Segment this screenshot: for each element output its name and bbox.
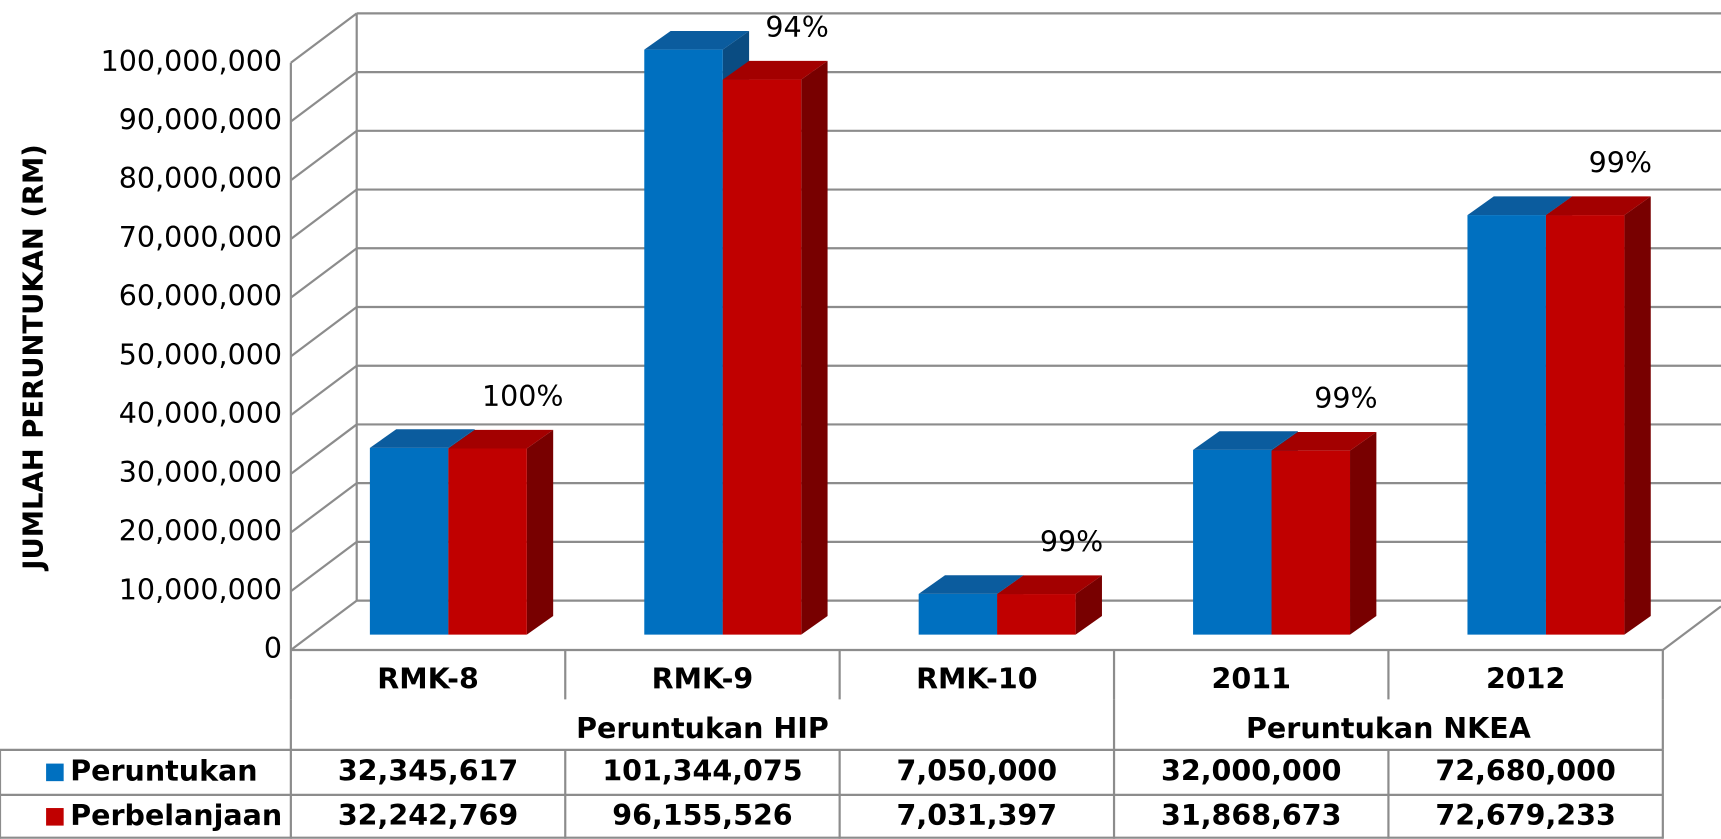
bar-side <box>801 60 828 635</box>
bar-top <box>997 575 1102 595</box>
grid-line-side <box>290 482 358 534</box>
legend-swatch <box>46 808 64 826</box>
grid-line-side <box>290 306 358 358</box>
bar-top <box>369 429 475 448</box>
legend-label: Perbelanjaan <box>70 799 282 832</box>
x-tick-label: 2012 <box>1486 663 1565 696</box>
table-value: 31,868,673 <box>1161 799 1341 832</box>
bar-side <box>1075 575 1102 635</box>
grid-line-side <box>290 364 358 416</box>
bar-top <box>1545 196 1651 216</box>
y-tick-label: 60,000,000 <box>119 280 282 313</box>
y-tick-label: 10,000,000 <box>119 573 282 606</box>
bar-top <box>1193 431 1298 450</box>
bar-top <box>644 30 750 50</box>
bar <box>1467 215 1546 635</box>
grid-line-side <box>290 129 358 182</box>
bar <box>1271 450 1351 635</box>
table-value: 7,050,000 <box>897 754 1058 787</box>
x-tick-label: RMK-9 <box>652 663 754 696</box>
grid-line-side <box>290 541 358 593</box>
percent-label: 99% <box>1589 147 1652 180</box>
grid-line-side <box>290 188 358 240</box>
y-tick-label: 70,000,000 <box>119 221 282 254</box>
percent-label: 99% <box>1314 382 1377 415</box>
bar <box>722 79 802 635</box>
table-value: 72,679,233 <box>1435 799 1615 832</box>
x-tick-label: RMK-10 <box>916 663 1037 696</box>
y-tick-label: 20,000,000 <box>119 515 282 548</box>
bar <box>1193 449 1272 635</box>
bar <box>1545 215 1625 635</box>
grid-line-side <box>290 247 358 299</box>
bar-side <box>1624 196 1651 635</box>
y-tick-label: 90,000,000 <box>119 104 282 137</box>
bar-top <box>918 575 1024 594</box>
y-axis-label: JUMLAH PERUNTUKAN (RM) <box>19 144 50 572</box>
y-tick-label: 100,000,000 <box>101 45 282 78</box>
bar-side <box>526 429 554 635</box>
y-tick-label: 30,000,000 <box>119 456 282 489</box>
percent-label: 94% <box>765 11 828 44</box>
table-value: 32,242,769 <box>338 799 518 832</box>
bar <box>997 594 1076 635</box>
bar <box>448 448 527 635</box>
table-value: 96,155,526 <box>612 799 792 832</box>
bar-top <box>722 60 828 80</box>
grid-line-side <box>290 71 358 123</box>
group-label: Peruntukan HIP <box>576 712 829 745</box>
x-tick-label: RMK-8 <box>377 663 479 696</box>
bar <box>369 447 449 635</box>
grid-line-side <box>290 12 358 64</box>
table-value: 32,000,000 <box>1161 754 1341 787</box>
bar <box>644 49 723 635</box>
grid-line-side <box>290 599 358 651</box>
x-tick-label: 2011 <box>1212 663 1291 696</box>
table-value: 72,680,000 <box>1435 754 1615 787</box>
bar-top <box>448 429 554 449</box>
y-tick-label: 80,000,000 <box>119 162 282 195</box>
percent-label: 100% <box>482 380 564 413</box>
bar-top <box>1467 196 1573 216</box>
y-tick-label: 0 <box>264 632 282 665</box>
group-label: Peruntukan NKEA <box>1246 712 1531 745</box>
legend-swatch <box>46 763 64 782</box>
bar-side <box>1350 432 1377 635</box>
legend-label: Peruntukan <box>70 754 257 787</box>
y-tick-label: 50,000,000 <box>119 338 282 371</box>
table-value: 32,345,617 <box>338 754 518 787</box>
table-value: 101,344,075 <box>602 754 802 787</box>
grid-line-side <box>290 423 358 475</box>
table-value: 7,031,397 <box>897 799 1058 832</box>
floor-right <box>1662 605 1721 651</box>
y-tick-label: 40,000,000 <box>119 397 282 430</box>
percent-label: 99% <box>1040 526 1103 559</box>
bar <box>918 593 998 635</box>
bar-top <box>1271 432 1377 451</box>
